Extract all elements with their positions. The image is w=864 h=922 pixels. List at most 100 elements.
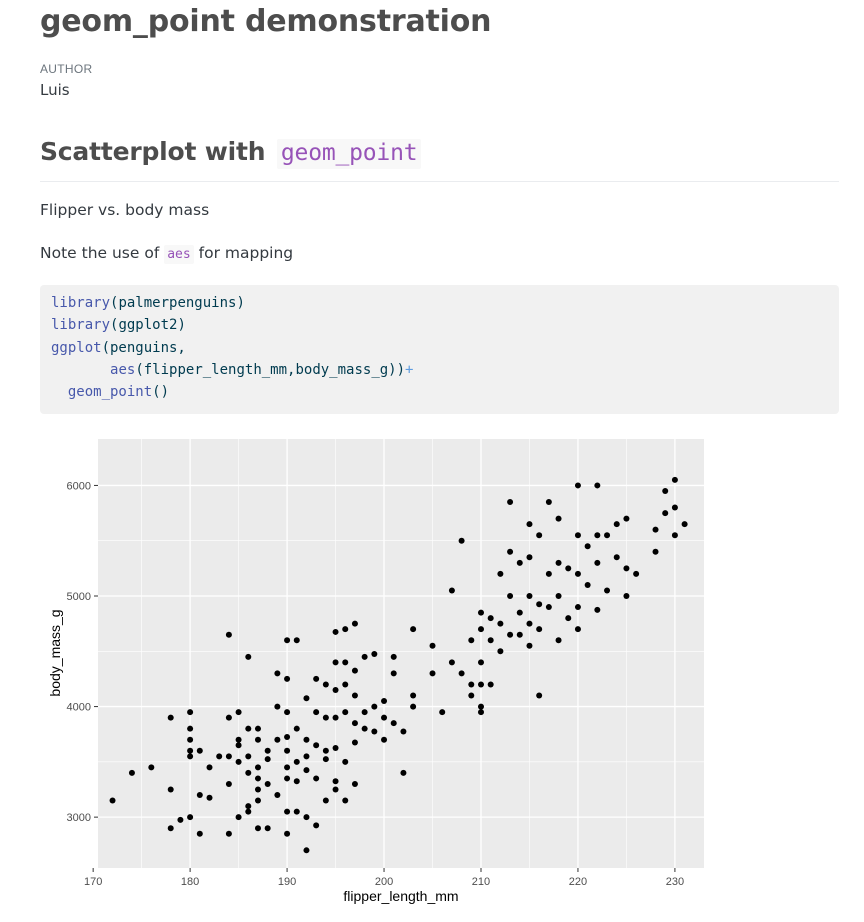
data-point [507, 548, 514, 555]
code-block: library(palmerpenguins) library(ggplot2)… [40, 285, 839, 414]
note-inline-code: aes [164, 245, 194, 264]
data-point [516, 631, 523, 638]
plot-grid [92, 439, 704, 868]
data-point [477, 681, 484, 688]
data-point [322, 747, 329, 754]
data-point [497, 648, 504, 655]
data-point [536, 532, 543, 539]
code-text: (penguins, [101, 340, 186, 356]
data-point [303, 695, 310, 702]
x-tick-label: 180 [181, 876, 199, 888]
data-point [293, 778, 300, 785]
data-point [187, 725, 194, 732]
x-tick-label: 170 [84, 876, 102, 888]
data-point [284, 764, 291, 771]
data-point [351, 667, 358, 674]
data-point [613, 521, 620, 528]
data-point [332, 786, 339, 793]
data-point [332, 628, 339, 635]
data-point [254, 725, 261, 732]
data-point [187, 814, 194, 821]
data-point [245, 769, 252, 776]
code-function: geom_point [67, 384, 153, 400]
data-point [662, 487, 669, 494]
data-point [555, 559, 562, 566]
data-point [274, 703, 281, 710]
data-point [342, 758, 349, 765]
data-point [322, 714, 329, 721]
data-point [429, 670, 436, 677]
data-point [574, 604, 581, 611]
data-point [293, 758, 300, 765]
data-point [429, 642, 436, 649]
y-tick-label: 3000 [67, 812, 91, 824]
data-point [536, 692, 543, 699]
data-point [342, 709, 349, 716]
data-point [225, 714, 232, 721]
note-text-before: Note the use of [40, 244, 160, 262]
data-point [322, 681, 329, 688]
data-point [400, 728, 407, 735]
data-point [390, 670, 397, 677]
data-point [274, 736, 281, 743]
data-point [225, 753, 232, 760]
data-point [342, 626, 349, 633]
data-point [284, 747, 291, 754]
data-point [536, 601, 543, 608]
y-axis-label: body_mass_g [47, 609, 63, 696]
data-point [167, 714, 174, 721]
data-point [225, 780, 232, 787]
data-point [167, 825, 174, 832]
data-point [400, 769, 407, 776]
author-name: Luis [40, 81, 70, 99]
data-point [477, 659, 484, 666]
data-point [371, 651, 378, 658]
data-point [332, 659, 339, 666]
section-heading: Scatterplot with geom_point [40, 137, 839, 182]
scatter-plot: 170 180 190 200 210 220 230 3000 4000 5000 6000 fl… [47, 439, 704, 904]
data-point [196, 792, 203, 799]
data-point [662, 510, 669, 517]
data-point [526, 554, 533, 561]
code-function: ggplot [51, 340, 102, 356]
data-point [342, 681, 349, 688]
data-point [206, 764, 213, 771]
data-point [254, 825, 261, 832]
data-point [390, 653, 397, 660]
data-point [410, 703, 417, 710]
data-point [477, 609, 484, 616]
data-point [313, 742, 320, 749]
data-point [342, 659, 349, 666]
data-point [225, 631, 232, 638]
data-point [671, 476, 678, 483]
data-point [284, 775, 291, 782]
code-line: library(ggplot2) [51, 317, 186, 333]
data-point [245, 725, 252, 732]
data-point [574, 532, 581, 539]
data-point [681, 521, 688, 528]
data-point [128, 769, 135, 776]
data-point [623, 565, 630, 572]
plot-axes: 170 180 190 200 210 220 230 3000 4000 5000 6000 [67, 480, 685, 888]
x-tick-label: 200 [375, 876, 393, 888]
data-point [284, 637, 291, 644]
x-tick-label: 190 [278, 876, 296, 888]
data-point [507, 593, 514, 600]
data-point [410, 626, 417, 633]
data-point [381, 714, 388, 721]
data-point [332, 745, 339, 752]
data-point [545, 499, 552, 506]
section-heading-text: Scatterplot with [40, 137, 266, 166]
data-point [293, 808, 300, 815]
data-point [196, 747, 203, 754]
section-heading-code: geom_point [276, 139, 422, 169]
data-point [497, 570, 504, 577]
data-point [303, 847, 310, 854]
code-function: library [51, 317, 111, 333]
data-point [332, 714, 339, 721]
data-point [594, 559, 601, 566]
data-point [313, 675, 320, 682]
paragraph-note: Note the use of aes for mapping [40, 244, 293, 264]
data-point [448, 587, 455, 594]
code-line: ggplot(penguins, [51, 340, 186, 356]
